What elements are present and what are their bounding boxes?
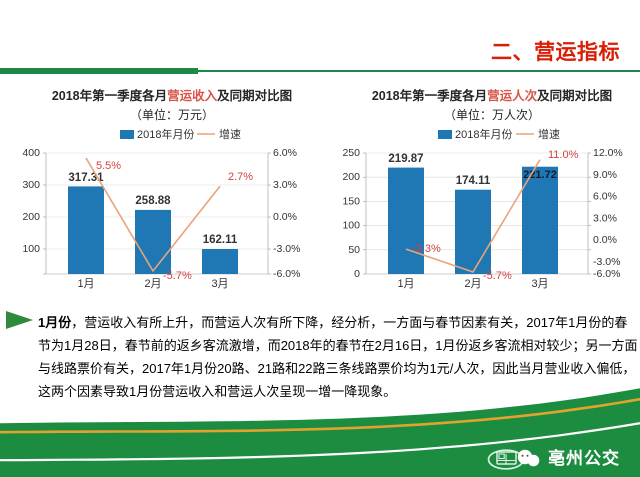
svg-text:亳州公交: 亳州公交 [548, 448, 620, 468]
